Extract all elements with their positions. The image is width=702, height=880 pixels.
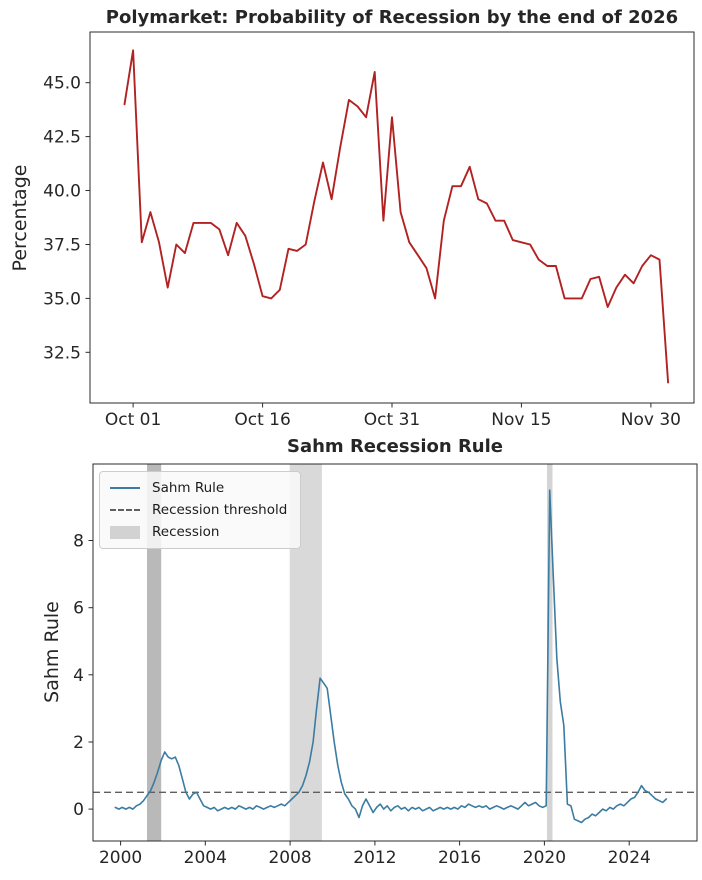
legend-item-recession-threshold: Recession threshold	[110, 501, 287, 519]
legend-label: Sahm Rule	[152, 480, 225, 496]
x-tick-label: Nov 30	[621, 410, 681, 430]
x-tick-label: 2016	[438, 848, 481, 868]
x-tick-label: Oct 16	[234, 410, 290, 430]
x-tick-label: 2000	[99, 848, 142, 868]
sahm-line-swatch-icon	[110, 487, 140, 489]
x-tick-label: 2020	[523, 848, 566, 868]
x-tick-label: 2012	[353, 848, 396, 868]
plot-border	[89, 31, 695, 404]
x-tick-label: 2004	[184, 848, 227, 868]
x-tick-label: Oct 01	[105, 410, 161, 430]
legend-item-sahm-rule: Sahm Rule	[110, 479, 287, 497]
y-tick-label: 8	[73, 531, 84, 551]
x-tick-label: Oct 31	[364, 410, 420, 430]
polymarket-plot-svg: Oct 01 Oct 16 Oct 31 Nov 15 Nov 30 45.0 42.5 40…	[43, 31, 695, 430]
recession-patch-swatch-icon	[110, 525, 140, 539]
x-tick-label: 2024	[608, 848, 651, 868]
plot-border	[92, 463, 698, 842]
y-tick-label: 40.0	[43, 181, 81, 201]
y-tick-label: 0	[73, 800, 84, 820]
threshold-dash-swatch-icon	[110, 509, 140, 511]
recession-band	[547, 464, 553, 841]
x-tick-label: Nov 15	[491, 410, 551, 430]
legend-label: Recession	[152, 524, 220, 540]
sahm-rule-legend: Sahm Rule Recession threshold Recession	[99, 471, 302, 549]
legend-label: Recession threshold	[152, 502, 288, 518]
y-tick-label: 6	[73, 599, 84, 619]
y-tick-label: 2	[73, 733, 84, 753]
y-tick-label: 32.5	[43, 343, 81, 363]
sahm-rule-chart: Sahm Recession Rule Sahm Rule 2000 2004 20…	[0, 430, 702, 880]
y-tick-label: 35.0	[43, 289, 81, 309]
sahm-rule-line	[114, 489, 668, 824]
y-tick-label: 45.0	[43, 74, 81, 94]
y-tick-label: 37.5	[43, 235, 81, 255]
y-tick-label: 42.5	[43, 128, 81, 148]
recession-band	[147, 464, 162, 841]
polymarket-chart-title: Polymarket: Probability of Recession by …	[105, 7, 679, 28]
probability-line	[123, 49, 670, 384]
x-tick-label: 2008	[268, 848, 311, 868]
sahm-rule-plot-svg: 2000 2004 2008 2012 2016 2020 2024 0 2 4 6 8	[73, 463, 698, 868]
sahm-rule-chart-title: Sahm Recession Rule	[287, 436, 503, 457]
polymarket-chart: Polymarket: Probability of Recession by …	[0, 0, 702, 430]
legend-item-recession: Recession	[110, 523, 287, 541]
y-tick-label: 4	[73, 666, 84, 686]
